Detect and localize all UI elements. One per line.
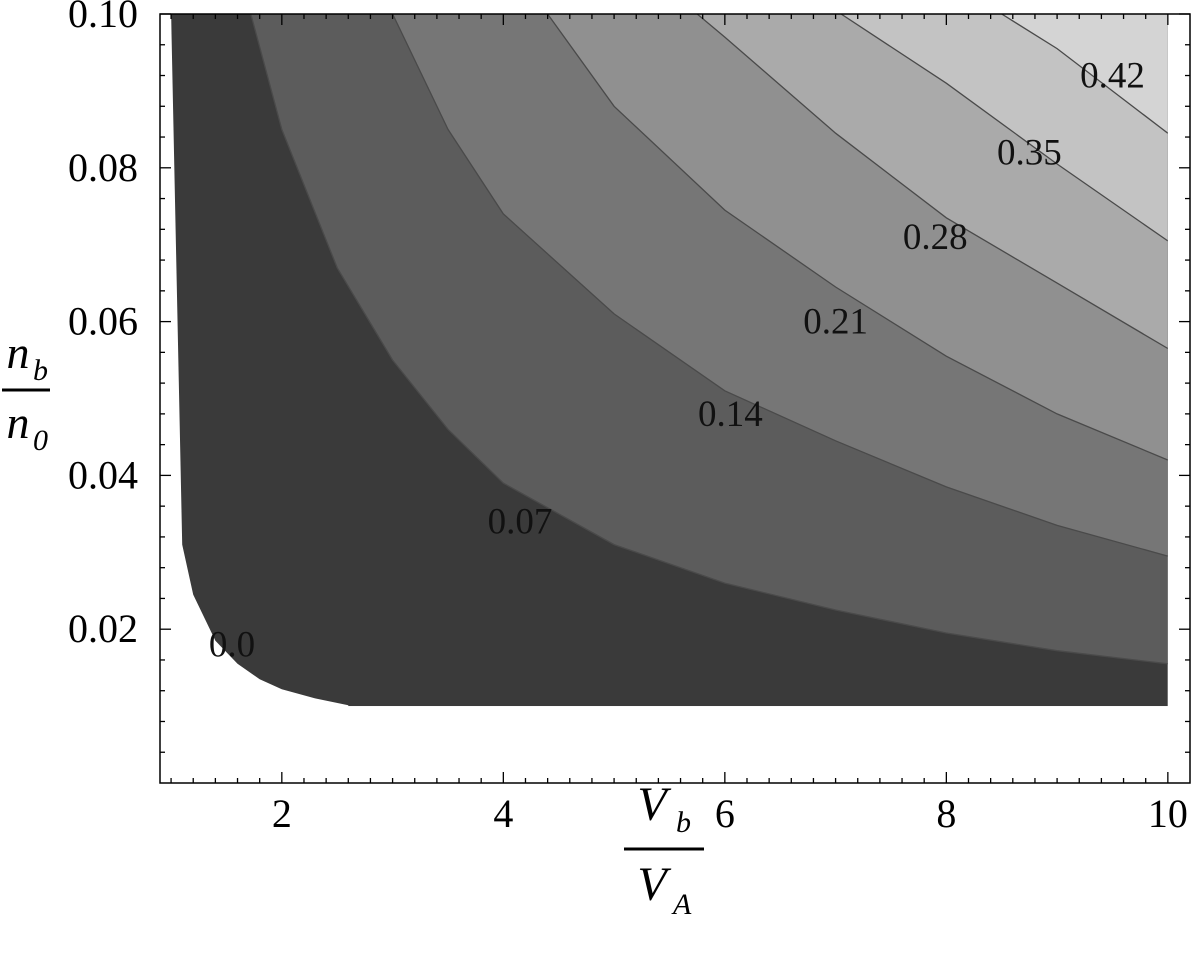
contour-label: 0.28 — [903, 217, 968, 258]
contour-line-0-07 — [250, 14, 1168, 665]
y-tick-label: 0.04 — [68, 452, 138, 497]
y-tick-labels: 0.02 0.04 0.06 0.08 0.10 — [68, 0, 138, 651]
contour-label: 0.35 — [997, 132, 1062, 173]
contour-label: 0.14 — [698, 394, 763, 435]
x-axis-label: V b V A — [624, 778, 704, 921]
x-tick-label: 2 — [272, 791, 292, 836]
y-label-denominator: n — [7, 397, 30, 448]
y-label-numerator-sub: b — [33, 354, 48, 387]
plot-frame — [159, 13, 1191, 784]
contour-bands — [171, 14, 1168, 707]
axis-ticks — [160, 13, 1190, 783]
contour-line-0-14 — [392, 14, 1168, 557]
y-tick-label: 0.06 — [68, 299, 138, 344]
x-label-denominator: V — [637, 858, 671, 911]
contour-label: 0.0 — [209, 625, 255, 666]
contour-label: 0.21 — [803, 302, 868, 343]
y-tick-label: 0.08 — [68, 145, 138, 190]
contour-level-labels: 0.0 0.07 0.14 0.21 0.28 0.35 0.42 — [209, 56, 1145, 666]
x-tick-label: 10 — [1148, 791, 1188, 836]
contour-label: 0.42 — [1080, 56, 1145, 97]
contour-line-0-21 — [547, 14, 1168, 461]
contour-band-0-42 — [1001, 14, 1168, 134]
x-tick-label: 8 — [936, 791, 956, 836]
contour-line-0-28 — [696, 14, 1168, 350]
contour-label: 0.07 — [488, 502, 553, 543]
contour-line-0-42 — [1001, 14, 1168, 134]
y-tick-label: 0.02 — [68, 606, 138, 651]
contour-line-0-35 — [840, 14, 1168, 242]
x-tick-labels: 2 4 6 8 10 — [272, 791, 1188, 836]
y-tick-label: 0.10 — [68, 0, 138, 36]
y-label-denominator-sub: 0 — [33, 424, 48, 457]
x-tick-label: 4 — [493, 791, 513, 836]
y-axis-label: n b n 0 — [2, 327, 50, 457]
contour-lines — [250, 14, 1168, 665]
y-label-numerator: n — [7, 327, 30, 378]
x-label-denominator-sub: A — [671, 888, 692, 921]
x-label-numerator: V — [637, 778, 671, 831]
x-tick-label: 6 — [715, 791, 735, 836]
x-label-numerator-sub: b — [676, 806, 691, 839]
